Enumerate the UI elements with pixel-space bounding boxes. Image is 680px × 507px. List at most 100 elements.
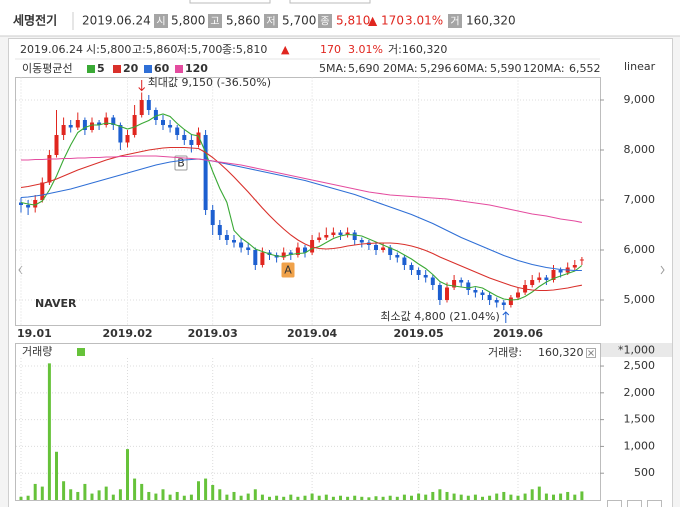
candle-body bbox=[494, 300, 499, 303]
volume-bar bbox=[459, 494, 463, 500]
volume-bar bbox=[282, 496, 286, 500]
volume-bar bbox=[445, 491, 449, 500]
candle-body bbox=[118, 125, 123, 143]
candle-body bbox=[388, 247, 393, 255]
volume-bar bbox=[197, 481, 200, 500]
volume-bar bbox=[552, 494, 555, 500]
icon-box bbox=[318, 14, 332, 28]
marker-box bbox=[281, 262, 295, 278]
candle-body bbox=[324, 235, 329, 238]
scroll-right[interactable] bbox=[660, 265, 665, 275]
header-date: 2019.06.24 bbox=[82, 14, 151, 28]
candle-body bbox=[239, 242, 244, 248]
header-close: 5,810 bbox=[336, 14, 370, 28]
y-tick-label: 5,000 bbox=[624, 293, 656, 306]
price-plot bbox=[15, 77, 601, 326]
volume-bar bbox=[289, 494, 293, 500]
candle-body bbox=[281, 252, 286, 258]
candle-body bbox=[359, 240, 364, 243]
close-icon bbox=[588, 350, 594, 356]
zoom-button[interactable] bbox=[647, 500, 662, 507]
candle-body bbox=[338, 232, 343, 235]
candle-body bbox=[161, 120, 165, 125]
candle-body bbox=[33, 200, 38, 208]
y-tick-label: 9,000 bbox=[624, 93, 656, 106]
volume-bar bbox=[175, 491, 179, 500]
candle-body bbox=[232, 240, 236, 243]
volume-bar bbox=[232, 491, 236, 500]
open-icon: 시 bbox=[156, 16, 165, 28]
tab[interactable] bbox=[189, 0, 271, 4]
icon-box bbox=[154, 14, 168, 28]
volume-bar bbox=[90, 493, 94, 500]
volume-bar bbox=[182, 495, 186, 500]
scale-label[interactable]: linear bbox=[624, 60, 656, 73]
candle-body bbox=[75, 120, 80, 128]
volume-bar bbox=[55, 451, 58, 500]
volume-bar bbox=[566, 491, 570, 500]
ma-value: 5,690 bbox=[348, 62, 380, 75]
info-high: 고:5,860 bbox=[132, 43, 177, 56]
icon-box bbox=[208, 14, 222, 28]
volume-bar bbox=[310, 493, 314, 500]
header-high: 5,860 bbox=[226, 14, 260, 28]
candle-body bbox=[47, 155, 52, 183]
volume-bar bbox=[69, 489, 73, 500]
legend-label: 20 bbox=[123, 62, 139, 75]
candle-body bbox=[409, 265, 414, 270]
volume-bar bbox=[47, 363, 51, 500]
info-date: 2019.06.24 bbox=[20, 43, 83, 56]
y-tick-label: 2,000 bbox=[624, 386, 656, 399]
info-change-pct: 3.01% bbox=[348, 43, 383, 56]
zoom-button[interactable] bbox=[607, 500, 622, 507]
ma-line bbox=[20, 158, 582, 272]
legend-label: 120 bbox=[185, 62, 208, 75]
volume-bar bbox=[573, 494, 577, 500]
candle-body bbox=[437, 285, 442, 300]
volume-bar bbox=[76, 491, 80, 500]
volume-bar bbox=[19, 496, 23, 500]
candle-body bbox=[246, 247, 251, 250]
volume-bar bbox=[580, 491, 584, 500]
candle-body bbox=[430, 277, 435, 285]
candle-body bbox=[26, 205, 31, 208]
candle-body bbox=[310, 240, 315, 253]
candle-body bbox=[68, 125, 73, 128]
tab[interactable] bbox=[289, 0, 371, 4]
volume-bar bbox=[225, 494, 229, 500]
volume-bar bbox=[381, 496, 385, 500]
volume-bar bbox=[40, 486, 44, 500]
candle-body bbox=[253, 250, 258, 265]
candle-body bbox=[579, 259, 584, 261]
candle-body bbox=[139, 100, 144, 115]
icon-box bbox=[448, 14, 462, 28]
candle-body bbox=[381, 247, 386, 250]
volume-readout: 160,320 bbox=[538, 346, 584, 359]
min-arrow bbox=[502, 311, 510, 323]
icon-box bbox=[264, 14, 278, 28]
volume-bar bbox=[253, 489, 257, 500]
volume-bar bbox=[161, 489, 165, 500]
volume-bar bbox=[410, 495, 413, 500]
header-bar bbox=[0, 0, 680, 36]
candle-body bbox=[125, 135, 130, 143]
header-low: 5,700 bbox=[282, 14, 316, 28]
volume-plot bbox=[15, 343, 601, 501]
zoom-button[interactable] bbox=[627, 500, 642, 507]
unit-box bbox=[601, 343, 672, 357]
volume-bar bbox=[140, 483, 144, 500]
volume-bar bbox=[374, 496, 378, 500]
legend-swatch bbox=[77, 348, 85, 356]
volume-bar bbox=[395, 496, 399, 500]
candle-body bbox=[452, 280, 457, 288]
volume-bar bbox=[331, 496, 335, 500]
candle-body bbox=[61, 125, 66, 135]
info-low: 저:5,700 bbox=[177, 43, 222, 56]
chart-panel bbox=[8, 38, 673, 507]
volume-bar bbox=[126, 449, 129, 500]
candle-body bbox=[303, 247, 307, 253]
volume-bar bbox=[346, 496, 350, 500]
ma-line bbox=[21, 155, 583, 223]
volume-bar bbox=[324, 494, 328, 500]
candle-body bbox=[487, 295, 492, 300]
